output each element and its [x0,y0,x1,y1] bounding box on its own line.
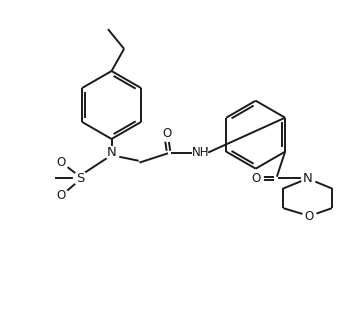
Text: N: N [303,172,312,185]
Text: O: O [252,172,261,185]
Text: NH: NH [191,146,209,159]
Text: O: O [57,156,66,169]
Text: NH: NH [191,146,209,159]
Text: O: O [162,128,172,140]
Text: O: O [57,156,66,169]
Text: S: S [76,172,84,185]
Text: O: O [162,128,172,140]
Text: N: N [107,146,116,159]
Text: O: O [57,189,66,202]
Text: N: N [303,172,312,185]
Text: S: S [76,172,84,185]
Text: N: N [107,146,116,159]
Text: O: O [305,210,314,222]
Text: O: O [305,210,314,222]
Text: O: O [57,189,66,202]
Text: O: O [252,172,261,185]
